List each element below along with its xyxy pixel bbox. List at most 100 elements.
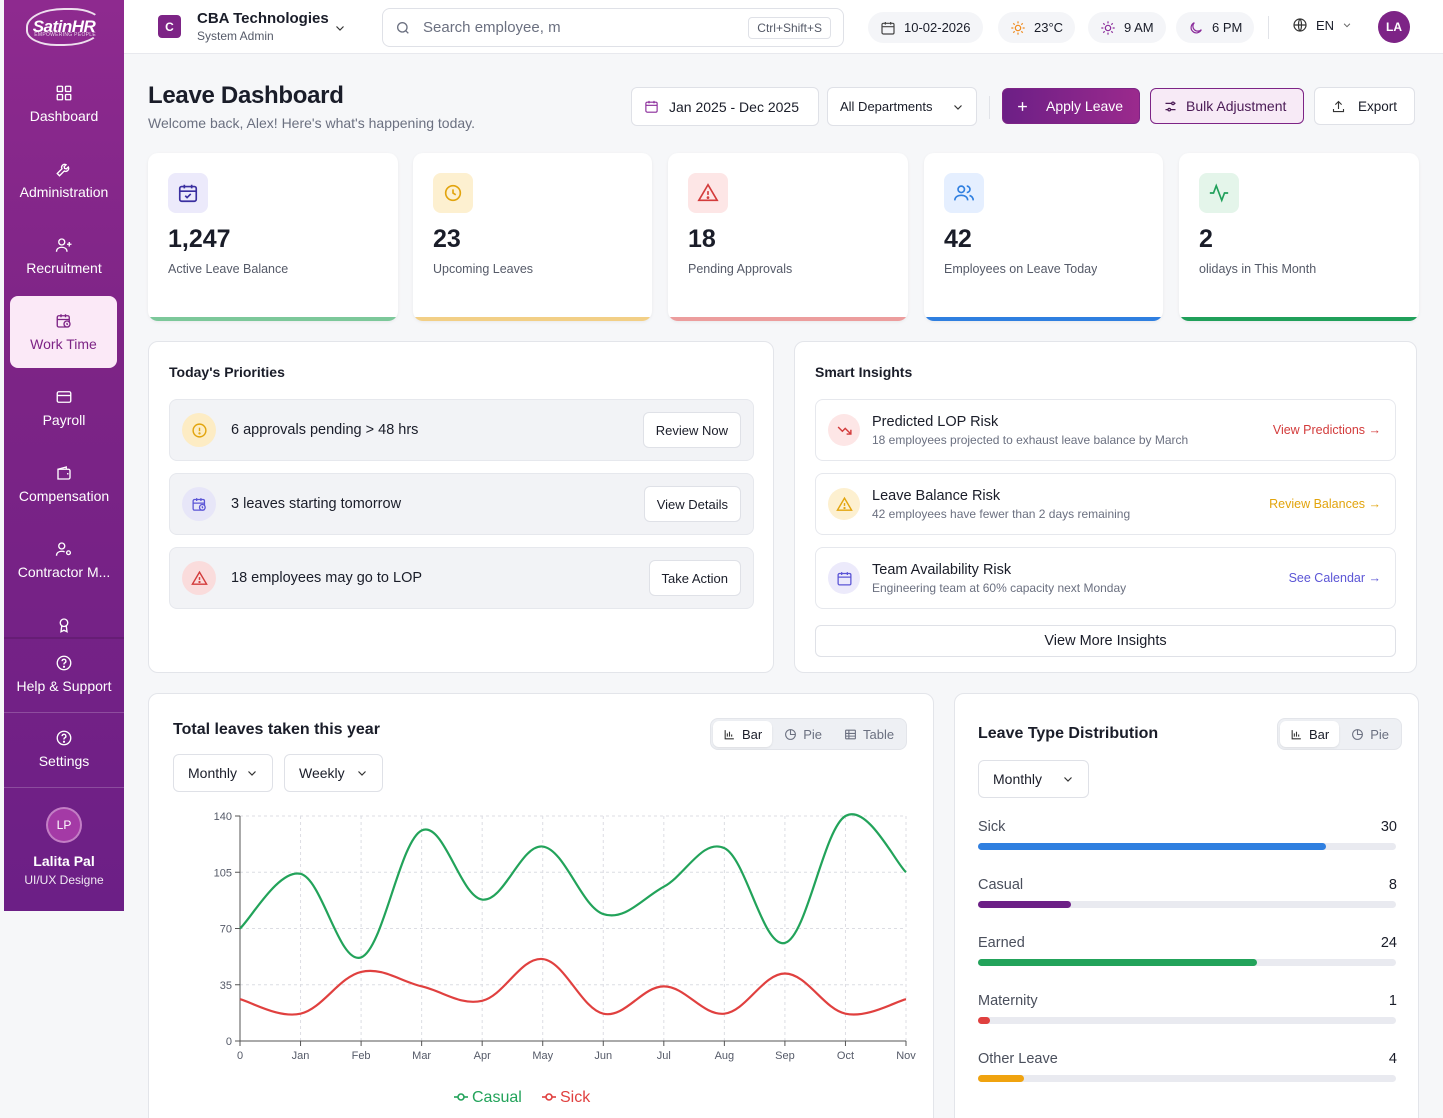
distribution-bar-track xyxy=(978,1075,1396,1082)
sidebar-item-label: Compensation xyxy=(18,488,110,504)
distribution-bar xyxy=(978,959,1257,966)
clock-icon xyxy=(444,184,462,202)
distribution-label: Casual xyxy=(978,877,1024,893)
see-calendar-link[interactable]: See Calendar → xyxy=(1288,571,1381,585)
bulk-adjustment-label: Bulk Adjustment xyxy=(1186,98,1287,114)
tab-table[interactable]: Table xyxy=(834,721,904,747)
x-tick-label: Feb xyxy=(352,1050,371,1062)
stat-value: 18 xyxy=(688,225,716,253)
chevron-down-icon[interactable] xyxy=(334,22,346,34)
stat-label: Upcoming Leaves xyxy=(433,262,534,276)
legend-label: Sick xyxy=(560,1089,591,1106)
stat-icon-box xyxy=(1199,173,1239,213)
calendar-icon xyxy=(881,21,895,35)
sidebar-item-label: Work Time xyxy=(30,336,97,352)
legend-marker-dot xyxy=(545,1093,553,1101)
review-balances-link[interactable]: Review Balances → xyxy=(1269,497,1381,511)
sidebar-item-payroll[interactable]: Payroll xyxy=(4,372,124,444)
select-value: Monthly xyxy=(188,765,238,781)
review-now-button[interactable]: Review Now xyxy=(642,412,741,448)
x-tick-label: Mar xyxy=(412,1050,431,1062)
search-icon xyxy=(397,21,409,34)
priority-icon-box xyxy=(182,487,216,521)
search-bar[interactable]: Ctrl+Shift+S xyxy=(382,8,844,47)
search-input[interactable] xyxy=(423,19,737,36)
user-plus-icon xyxy=(55,238,72,252)
insight-item: Leave Balance Risk 42 employees have few… xyxy=(815,473,1396,535)
company-switcher[interactable]: C CBA Technologies System Admin xyxy=(158,10,329,43)
bar-chart-icon xyxy=(1291,729,1301,739)
view-more-insights-button[interactable]: View More Insights xyxy=(815,625,1396,657)
sidebar-item-compensation[interactable]: Compensation xyxy=(4,448,124,520)
trending-down-icon xyxy=(837,425,852,435)
y-tick-label: 70 xyxy=(220,924,232,936)
stat-icon-box xyxy=(944,173,984,213)
apply-leave-button[interactable]: Apply Leave xyxy=(1002,88,1140,124)
tab-label: Table xyxy=(863,726,895,742)
tab-bar[interactable]: Bar xyxy=(1280,721,1340,747)
date-range-picker[interactable]: Jan 2025 - Dec 2025 xyxy=(631,87,819,126)
take-action-button[interactable]: Take Action xyxy=(648,560,741,596)
stat-card-on-leave[interactable]: 42 Employees on Leave Today xyxy=(924,153,1163,321)
sidebar-item-settings[interactable]: Settings xyxy=(4,713,124,785)
stat-card-upcoming[interactable]: 23 Upcoming Leaves xyxy=(413,153,652,321)
user-role: UI/UX Designe xyxy=(24,873,104,887)
wallet-icon xyxy=(57,466,71,480)
insight-desc: 42 employees have fewer than 2 days rema… xyxy=(872,507,1131,521)
department-select[interactable]: All Departments xyxy=(827,87,977,126)
user-profile[interactable]: LP Lalita Pal UI/UX Designe xyxy=(4,788,124,911)
x-tick-label: Sep xyxy=(775,1050,795,1062)
distribution-view-toggle: Bar Pie xyxy=(1277,718,1403,750)
distribution-label: Maternity xyxy=(978,993,1038,1009)
avatar[interactable]: LP xyxy=(46,807,82,843)
granularity-select[interactable]: Weekly xyxy=(284,754,383,792)
x-tick-label: May xyxy=(532,1050,553,1062)
view-predictions-link[interactable]: View Predictions → xyxy=(1272,423,1381,437)
calendar-clock-icon xyxy=(191,497,206,511)
period-select[interactable]: Monthly xyxy=(173,754,273,792)
distribution-period-select[interactable]: Monthly xyxy=(978,760,1089,798)
help-icon xyxy=(56,655,72,671)
sidebar-item-work-time[interactable]: Work Time xyxy=(10,296,117,368)
sidebar-item-awards[interactable] xyxy=(4,600,124,640)
distribution-bar xyxy=(978,1075,1025,1082)
series-line-sick xyxy=(239,957,907,1016)
insight-item: Team Availability Risk Engineering team … xyxy=(815,547,1396,609)
priority-icon-box xyxy=(182,413,216,447)
y-tick-label: 105 xyxy=(214,867,232,879)
sunset-time: 6 PM xyxy=(1212,20,1243,35)
sidebar-item-administration[interactable]: Administration xyxy=(4,144,124,216)
avatar[interactable]: LA xyxy=(1378,11,1410,43)
pie-chart-icon xyxy=(785,728,797,740)
page-title: Leave Dashboard xyxy=(148,82,344,109)
tab-bar[interactable]: Bar xyxy=(713,721,773,747)
stat-card-pending[interactable]: 18 Pending Approvals xyxy=(668,153,908,321)
export-label: Export xyxy=(1358,98,1398,114)
users-gear-icon xyxy=(55,542,72,556)
distribution-value: 30 xyxy=(1380,819,1397,835)
legend-label: Casual xyxy=(472,1089,522,1106)
view-details-button[interactable]: View Details xyxy=(643,486,741,522)
sidebar-item-recruitment[interactable]: Recruitment xyxy=(4,220,124,292)
sidebar-item-dashboard[interactable]: Dashboard xyxy=(4,68,124,140)
tab-pie[interactable]: Pie xyxy=(1341,721,1399,747)
stat-card-holidays[interactable]: 2 olidays in This Month xyxy=(1179,153,1419,321)
stat-card-active-balance[interactable]: 1,247 Active Leave Balance xyxy=(148,153,398,321)
bulk-adjustment-button[interactable]: Bulk Adjustment xyxy=(1150,88,1304,124)
tab-pie[interactable]: Pie xyxy=(774,721,832,747)
export-button[interactable]: Export xyxy=(1314,87,1415,125)
series-line-casual xyxy=(239,813,907,959)
warning-icon xyxy=(190,570,208,585)
insight-desc: Engineering team at 60% capacity next Mo… xyxy=(872,581,1127,595)
sidebar-item-help[interactable]: Help & Support xyxy=(4,638,124,710)
sidebar-item-contractor[interactable]: Contractor M... xyxy=(4,524,124,596)
language-switcher[interactable]: EN xyxy=(1292,17,1352,33)
y-tick-label: 35 xyxy=(220,980,232,992)
apply-leave-label: Apply Leave xyxy=(1046,98,1124,114)
chevron-down-icon xyxy=(954,104,962,110)
logo[interactable]: SatinHR EMPOWERING PEOPLE xyxy=(4,0,124,54)
language-code: EN xyxy=(1316,17,1335,33)
priority-item: 6 approvals pending > 48 hrs Review Now xyxy=(169,399,754,461)
current-date: 10-02-2026 xyxy=(904,20,971,35)
y-tick-label: 140 xyxy=(214,811,232,823)
